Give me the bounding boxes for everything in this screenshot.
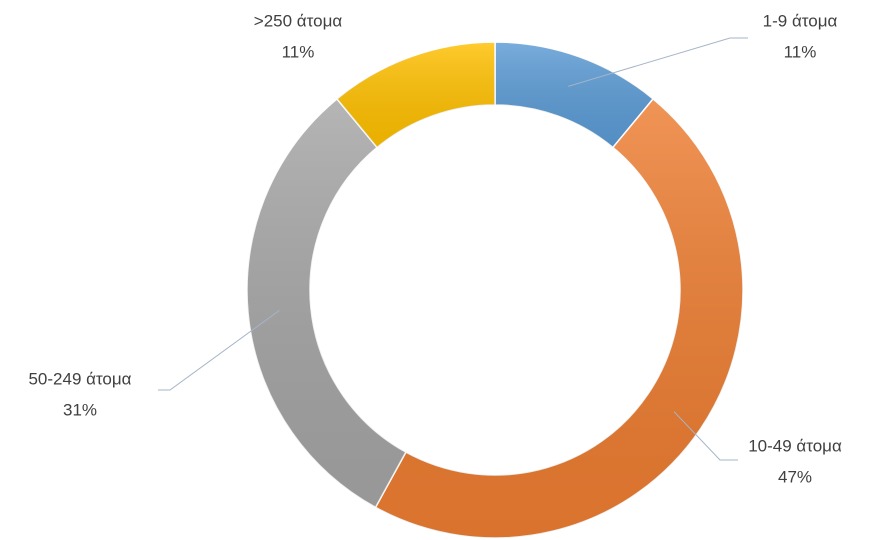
category-label: 10-49 άτομα (748, 436, 842, 455)
leader-line (158, 309, 280, 391)
value-label: 31% (63, 400, 97, 419)
category-label: 50-249 άτομα (28, 369, 131, 388)
value-label: 47% (778, 467, 812, 486)
value-label: 11% (784, 42, 817, 61)
slice-shade (375, 98, 744, 539)
category-label: >250 άτομα (254, 11, 343, 30)
slice-shade (336, 42, 495, 148)
leader-line (568, 37, 748, 87)
category-label: 1-9 άτομα (763, 11, 838, 30)
value-label: 11% (282, 42, 315, 61)
slice-shade (495, 42, 654, 148)
slice-shade (247, 98, 406, 508)
leader-line (673, 411, 738, 461)
